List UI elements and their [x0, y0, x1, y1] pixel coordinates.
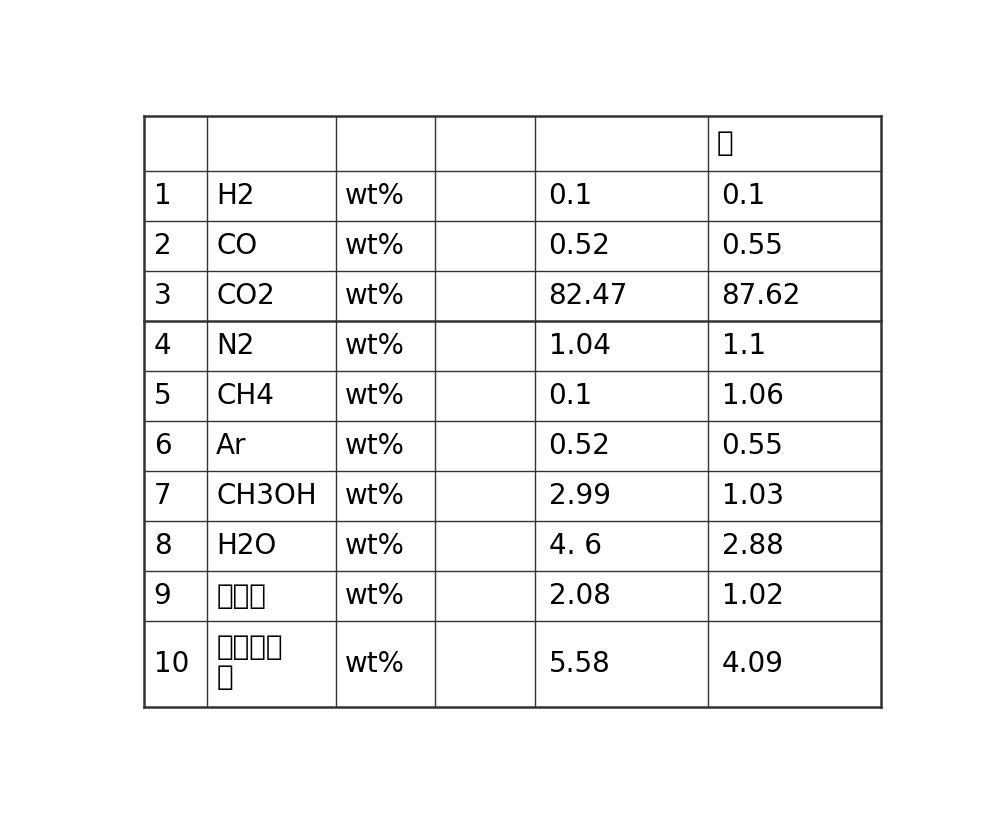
Text: 4: 4: [154, 332, 171, 360]
Text: 1: 1: [154, 182, 171, 210]
Text: 5: 5: [154, 382, 171, 410]
Text: 10: 10: [154, 650, 189, 678]
Text: 87.62: 87.62: [722, 282, 801, 310]
Text: 0.55: 0.55: [722, 431, 783, 460]
Text: wt%: wt%: [345, 232, 405, 260]
Text: CO: CO: [216, 232, 257, 260]
Text: 0.52: 0.52: [549, 232, 610, 260]
Text: wt%: wt%: [345, 531, 405, 560]
Text: CH4: CH4: [216, 382, 274, 410]
Text: 3: 3: [154, 282, 171, 310]
Text: wt%: wt%: [345, 650, 405, 678]
Text: 5.58: 5.58: [549, 650, 610, 678]
Text: 6: 6: [154, 431, 171, 460]
Text: wt%: wt%: [345, 581, 405, 610]
Text: H2O: H2O: [216, 531, 277, 560]
Text: wt%: wt%: [345, 282, 405, 310]
Text: 0.1: 0.1: [722, 182, 766, 210]
Text: 2.99: 2.99: [549, 481, 611, 510]
Text: 比: 比: [717, 129, 734, 157]
Text: 0.1: 0.1: [549, 182, 593, 210]
Text: 4. 6: 4. 6: [549, 531, 602, 560]
Text: 0.52: 0.52: [549, 431, 610, 460]
Text: 0.1: 0.1: [549, 382, 593, 410]
Text: wt%: wt%: [345, 182, 405, 210]
Text: 8: 8: [154, 531, 171, 560]
Text: Ar: Ar: [216, 431, 247, 460]
Text: wt%: wt%: [345, 332, 405, 360]
Text: 1.04: 1.04: [549, 332, 610, 360]
Text: CO2: CO2: [216, 282, 275, 310]
Text: 2: 2: [154, 232, 171, 260]
Text: CH3OH: CH3OH: [216, 481, 317, 510]
Text: wt%: wt%: [345, 481, 405, 510]
Text: 1.1: 1.1: [722, 332, 766, 360]
Text: 82.47: 82.47: [549, 282, 628, 310]
Text: 0.55: 0.55: [722, 232, 783, 260]
Text: 7: 7: [154, 481, 171, 510]
Text: 2.08: 2.08: [549, 581, 610, 610]
Text: 分: 分: [216, 663, 233, 691]
Text: 有机酸: 有机酸: [216, 581, 266, 610]
Text: 9: 9: [154, 581, 171, 610]
Text: 1.02: 1.02: [722, 581, 783, 610]
Text: 4.09: 4.09: [722, 650, 784, 678]
Text: wt%: wt%: [345, 382, 405, 410]
Text: 其它重组: 其它重组: [216, 633, 283, 661]
Text: wt%: wt%: [345, 431, 405, 460]
Text: H2: H2: [216, 182, 255, 210]
Text: 1.03: 1.03: [722, 481, 784, 510]
Text: N2: N2: [216, 332, 255, 360]
Text: 1.06: 1.06: [722, 382, 783, 410]
Text: 2.88: 2.88: [722, 531, 783, 560]
